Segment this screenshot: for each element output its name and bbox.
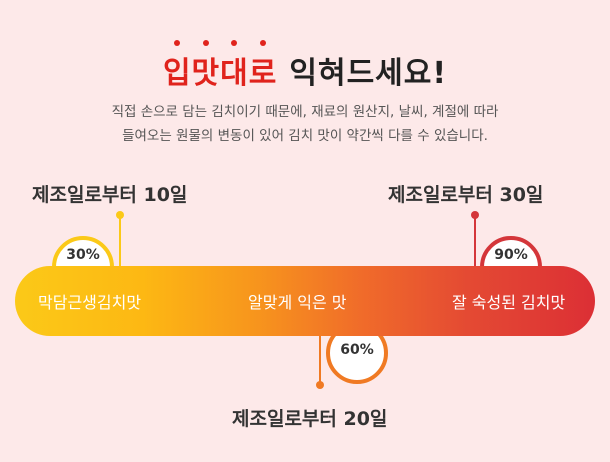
title-highlight-char: 대: [220, 40, 249, 92]
description-line-1: 직접 손으로 담는 김치이기 때문에, 재료의 원산지, 날씨, 계절에 따라: [111, 104, 499, 120]
bar-text-aged: 잘 숙성된 김치맛: [452, 293, 566, 312]
stage-30-pin-line: [474, 216, 476, 268]
page-title: 입맛대로 익혀드세요!: [0, 40, 610, 92]
description: 직접 손으로 담는 김치이기 때문에, 재료의 원산지, 날씨, 계절에 따라 …: [0, 100, 610, 148]
stage-20-pin-line: [319, 330, 321, 384]
title-highlight-char: 입: [163, 40, 192, 92]
stage-10-pin-dot: [116, 211, 124, 219]
stage-10-percent: 30%: [66, 247, 100, 263]
bar-text-ripe: 알맞게 익은 맛: [248, 293, 347, 312]
stage-30-pin-dot: [471, 211, 479, 219]
title-rest: 익혀드세요!: [289, 56, 448, 91]
stage-20-pin-dot: [316, 381, 324, 389]
stage-10-pin-line: [119, 216, 121, 268]
title-highlight: 입맛대로: [163, 40, 278, 92]
description-line-2: 들여오는 원물의 변동이 있어 김치 맛이 약간씩 다를 수 있습니다.: [122, 128, 488, 144]
bar-text-fresh: 막담근생김치맛: [38, 293, 142, 312]
stage-20-percent: 60%: [340, 342, 374, 358]
title-highlight-char: 맛: [192, 40, 221, 92]
stage-10-label: 제조일로부터 10일: [32, 184, 188, 206]
title-highlight-char: 로: [249, 40, 278, 92]
stage-30-percent: 90%: [494, 247, 528, 263]
ripeness-bar: [15, 266, 595, 336]
stage-30-label: 제조일로부터 30일: [388, 184, 544, 206]
stage-20-label: 제조일로부터 20일: [232, 408, 388, 430]
